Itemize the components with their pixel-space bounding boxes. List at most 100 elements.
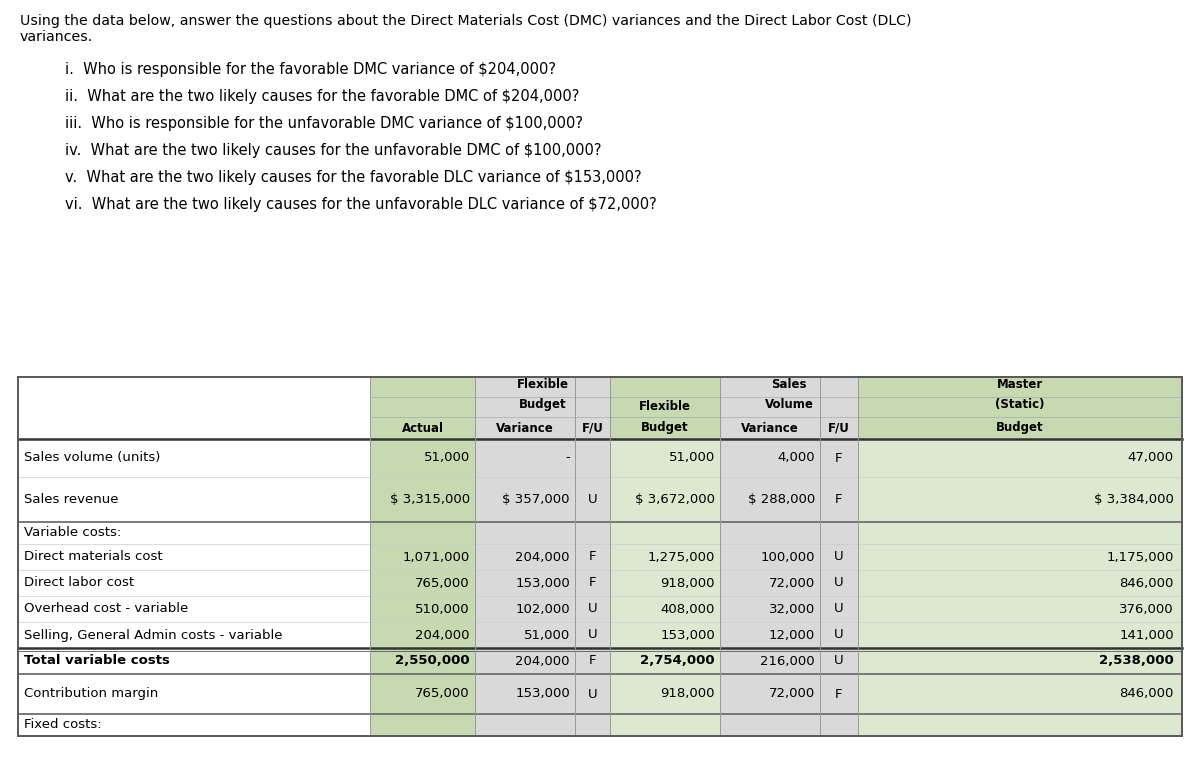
Text: 47,000: 47,000 [1128,452,1174,465]
Text: Using the data below, answer the questions about the Direct Materials Cost (DMC): Using the data below, answer the questio… [20,14,912,28]
Bar [575,439,610,477]
Bar [370,674,475,714]
Bar [720,377,820,439]
Bar [18,622,370,648]
Text: U: U [834,577,844,590]
Bar [575,570,610,596]
Text: U: U [834,603,844,616]
Bar [18,477,370,522]
Bar [720,596,820,622]
Text: F/U: F/U [828,421,850,434]
Bar [858,477,1182,522]
Text: (Static): (Static) [995,398,1045,411]
Text: Actual: Actual [402,421,444,434]
Bar [575,648,610,674]
Bar [720,622,820,648]
Text: 32,000: 32,000 [769,603,815,616]
Text: F: F [835,493,842,506]
Bar [610,477,720,522]
Bar [858,622,1182,648]
Text: $ 3,315,000: $ 3,315,000 [390,493,470,506]
Text: Direct labor cost: Direct labor cost [24,577,134,590]
Text: 102,000: 102,000 [515,603,570,616]
Text: 72,000: 72,000 [769,687,815,700]
Bar [475,477,575,522]
Bar [820,570,858,596]
Text: 51,000: 51,000 [523,629,570,642]
Bar [475,622,575,648]
Bar [820,596,858,622]
Bar [858,674,1182,714]
Bar [610,596,720,622]
Text: 2,550,000: 2,550,000 [395,655,470,668]
Bar [858,439,1182,477]
Text: $ 288,000: $ 288,000 [748,493,815,506]
Bar [575,544,610,570]
Bar [18,648,370,674]
Text: F: F [835,687,842,700]
Bar [720,648,820,674]
Text: i.  Who is responsible for the favorable DMC variance of $204,000?: i. Who is responsible for the favorable … [65,62,556,77]
Text: Flexible: Flexible [640,401,691,414]
Bar [18,377,370,439]
Bar [475,596,575,622]
Bar [575,622,610,648]
Text: 1,071,000: 1,071,000 [403,550,470,564]
Bar [575,714,610,736]
Text: v.  What are the two likely causes for the favorable DLC variance of $153,000?: v. What are the two likely causes for th… [65,170,642,185]
Text: 4,000: 4,000 [778,452,815,465]
Text: Contribution margin: Contribution margin [24,687,158,700]
Text: U: U [588,687,598,700]
Bar [720,439,820,477]
Bar [820,439,858,477]
Bar [18,570,370,596]
Text: 153,000: 153,000 [515,687,570,700]
Bar [720,522,820,544]
Text: U: U [834,550,844,564]
Text: 1,275,000: 1,275,000 [648,550,715,564]
Text: 12,000: 12,000 [769,629,815,642]
Text: 408,000: 408,000 [661,603,715,616]
Text: 2,538,000: 2,538,000 [1099,655,1174,668]
Text: Overhead cost - variable: Overhead cost - variable [24,603,188,616]
Bar [720,477,820,522]
Text: -: - [565,452,570,465]
Bar [18,714,370,736]
Bar [858,648,1182,674]
Text: $ 3,384,000: $ 3,384,000 [1094,493,1174,506]
Bar [610,522,720,544]
Text: U: U [588,603,598,616]
Bar [858,522,1182,544]
Bar [370,477,475,522]
Text: ii.  What are the two likely causes for the favorable DMC of $204,000?: ii. What are the two likely causes for t… [65,89,580,104]
Bar [575,377,610,439]
Text: Budget: Budget [641,421,689,434]
Bar [18,596,370,622]
Bar [575,522,610,544]
Text: 204,000: 204,000 [415,629,470,642]
Text: 2,754,000: 2,754,000 [641,655,715,668]
Bar [475,439,575,477]
Bar [370,522,475,544]
Bar [720,544,820,570]
Text: F: F [589,655,596,668]
Text: 153,000: 153,000 [660,629,715,642]
Bar [820,477,858,522]
Bar [858,544,1182,570]
Bar [575,596,610,622]
Text: 376,000: 376,000 [1120,603,1174,616]
Text: Selling, General Admin costs - variable: Selling, General Admin costs - variable [24,629,282,642]
Text: 765,000: 765,000 [415,687,470,700]
Bar [720,674,820,714]
Bar [820,714,858,736]
Bar [610,544,720,570]
Bar [475,570,575,596]
Text: Variable costs:: Variable costs: [24,527,121,539]
Bar [575,674,610,714]
Bar [475,648,575,674]
Text: 1,175,000: 1,175,000 [1106,550,1174,564]
Bar [820,544,858,570]
Text: Fixed costs:: Fixed costs: [24,719,102,732]
Bar [610,648,720,674]
Bar [820,648,858,674]
